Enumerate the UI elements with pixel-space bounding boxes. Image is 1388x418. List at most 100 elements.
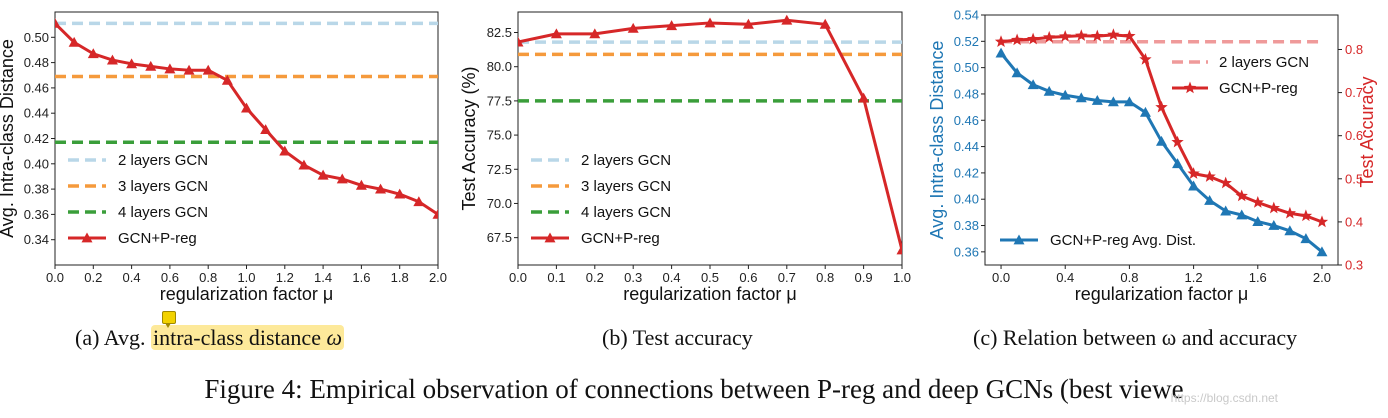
triangle-marker: [1300, 233, 1312, 244]
legend-swatch-marker: [544, 232, 556, 243]
triangle-marker: [1107, 96, 1119, 107]
legend-label: GCN+P-reg Avg. Dist.: [1050, 232, 1196, 249]
star-marker: [1267, 201, 1280, 214]
x-tick-label: 0.3: [624, 270, 642, 285]
star-marker: [1283, 206, 1296, 219]
triangle-marker: [298, 159, 310, 170]
legend-entry: 2 layers GCN: [531, 152, 671, 169]
legend-label: 2 layers GCN: [118, 152, 208, 169]
x-tick-label: 0.6: [739, 270, 757, 285]
triangle-marker: [126, 58, 138, 69]
y-tick-label: 82.5: [487, 25, 512, 40]
y-axis-label: Avg. Intra-class Distance: [0, 39, 17, 238]
triangle-marker: [1220, 205, 1232, 216]
triangle-marker: [1027, 79, 1039, 90]
x-tick-label: 0.4: [663, 270, 681, 285]
triangle-marker: [666, 20, 678, 31]
star-marker: [1059, 30, 1072, 42]
x-axis-label: regularization factor μ: [1075, 284, 1248, 304]
y-tick-label: 67.5: [487, 230, 512, 245]
x-tick-label: 1.6: [352, 270, 370, 285]
triangle-marker: [55, 17, 61, 28]
x-tick-label: 0.2: [586, 270, 604, 285]
triangle-marker: [317, 169, 329, 180]
x-tick-label: 0.0: [509, 270, 527, 285]
legend-label: 3 layers GCN: [581, 178, 671, 195]
y-tick-label: 0.48: [24, 55, 49, 70]
star-marker: [1107, 28, 1120, 41]
x-tick-label: 0.6: [161, 270, 179, 285]
legend-swatch-marker: [1013, 234, 1025, 245]
x-tick-label: 2.0: [1313, 270, 1331, 285]
chart-a: 0.0 0.2 0.4 0.6 0.8 1.0 1.2 1.4 1.6 1.8 2.0 0.34 0.3…: [0, 11, 447, 304]
y2-tick-label: 0.3: [1345, 258, 1363, 273]
triangle-marker: [202, 64, 214, 75]
triangle-marker: [1204, 195, 1216, 205]
triangle-marker: [1091, 95, 1103, 105]
y-tick-label: 70.0: [487, 196, 512, 211]
plot-frame: [54, 11, 439, 266]
legend-label: GCN+P-reg: [1219, 80, 1298, 97]
triangle-marker: [1188, 180, 1200, 191]
legend-label: GCN+P-reg: [118, 230, 197, 247]
y2-axis-label: Test Accuracy: [1357, 76, 1377, 187]
x-tick-label: 0.1: [547, 270, 565, 285]
plot-frame: [984, 14, 1339, 266]
star-marker: [1171, 135, 1184, 148]
y-tick-label: 0.44: [954, 139, 979, 154]
triangle-marker: [164, 63, 176, 74]
star-marker: [1203, 170, 1216, 182]
y2-tick-label: 0.8: [1345, 42, 1363, 57]
x-tick-label: 0.8: [199, 270, 217, 285]
legend-entry: GCN+P-reg Avg. Dist.: [1000, 232, 1196, 249]
x-tick-label: 0.8: [1120, 270, 1138, 285]
y-tick-label: 77.5: [487, 93, 512, 108]
star-marker: [1187, 167, 1200, 179]
x-tick-label: 1.8: [391, 270, 409, 285]
legend-entry: 2 layers GCN: [1172, 54, 1309, 71]
y-tick-label: 0.42: [24, 131, 49, 146]
triangle-marker: [183, 64, 195, 75]
triangle-marker: [627, 22, 639, 33]
y-tick-label: 0.40: [954, 192, 979, 207]
star-marker: [1091, 29, 1104, 42]
y-tick-label: 0.40: [24, 156, 49, 171]
x-tick-label: 1.6: [1249, 270, 1267, 285]
triangle-marker: [106, 54, 118, 65]
figure-panels: 0.0 0.2 0.4 0.6 0.8 1.0 1.2 1.4 1.6 1.8 2.0 0.34 0.3…: [0, 8, 1377, 305]
x-tick-label: 0.5: [701, 270, 719, 285]
triangle-marker: [1075, 92, 1087, 103]
plot-area: [994, 28, 1329, 257]
caption-a-prefix: (a) Avg.: [75, 325, 146, 350]
triangle-marker: [858, 92, 870, 103]
y-tick-label: 72.5: [487, 162, 512, 177]
y-tick-label: 0.36: [954, 244, 979, 259]
triangle-marker: [1172, 158, 1184, 169]
comment-note-icon[interactable]: [162, 311, 176, 328]
legend-entry: GCN+P-reg: [1172, 80, 1298, 97]
legend-label: 4 layers GCN: [118, 204, 208, 221]
x-tick-label: 0.4: [123, 270, 141, 285]
legend-label: GCN+P-reg: [581, 230, 660, 247]
caption-a-highlight[interactable]: intra-class distance ω: [150, 325, 345, 350]
triangle-marker: [375, 183, 387, 194]
triangle-marker: [1236, 209, 1248, 220]
legend-swatch-marker: [1183, 81, 1197, 94]
triangle-marker: [279, 145, 291, 156]
triangle-marker: [742, 18, 754, 29]
y-tick-label: 0.34: [24, 232, 49, 247]
x-tick-label: 0.8: [816, 270, 834, 285]
legend-entry: 2 layers GCN: [68, 152, 208, 169]
legend-swatch-marker: [81, 232, 93, 243]
triangle-marker: [896, 244, 902, 255]
y-tick-label: 0.42: [954, 165, 979, 180]
y-tick-label: 0.46: [954, 113, 979, 128]
triangle-marker: [995, 47, 1007, 58]
x-tick-label: 1.2: [1185, 270, 1203, 285]
y-tick-label: 80.0: [487, 59, 512, 74]
star-marker: [1139, 52, 1152, 65]
triangle-marker: [145, 60, 157, 71]
star-marker: [1010, 33, 1024, 46]
triangle-marker: [1156, 135, 1167, 146]
watermark: https://blog.csdn.net: [1170, 391, 1278, 405]
